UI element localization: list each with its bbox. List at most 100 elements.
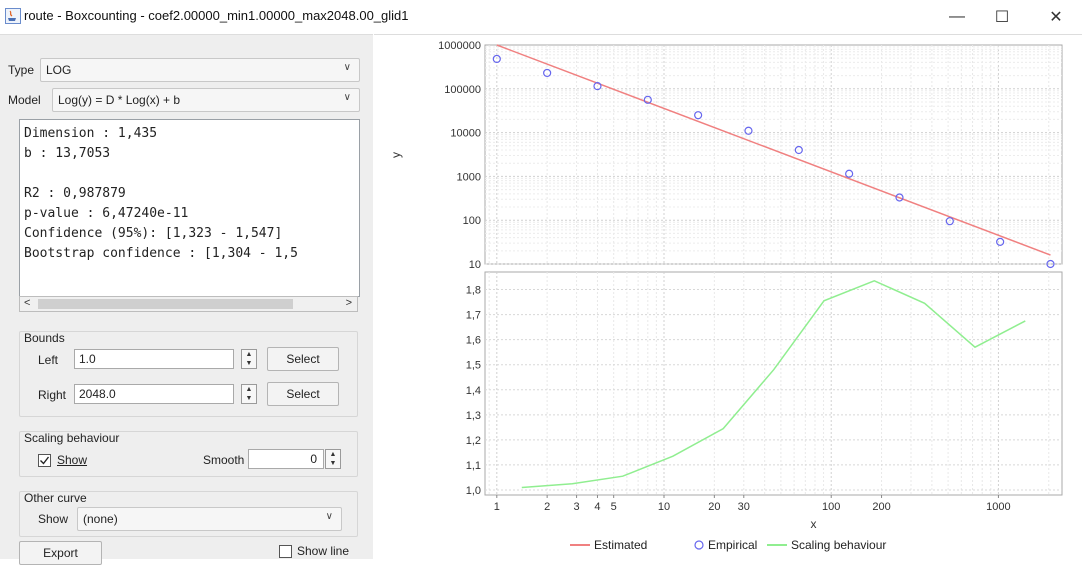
- result-line: Confidence (95%): [1,323 - 1,547]: [24, 226, 283, 241]
- smooth-input[interactable]: 0: [248, 449, 324, 469]
- empirical-point: [694, 111, 703, 120]
- top-plot-frame: [484, 44, 1063, 265]
- empirical-point: [543, 68, 552, 78]
- smooth-label: Smooth: [203, 453, 245, 467]
- x-tick-label: 20: [708, 501, 720, 513]
- x-tick-label: 10: [658, 501, 670, 513]
- result-line: Dimension : 1,435: [24, 126, 158, 141]
- top-y-axis-label: y: [389, 152, 403, 158]
- right-bound-spinner[interactable]: ▲ ▼: [241, 384, 257, 404]
- x-tick-label: 30: [738, 501, 750, 513]
- top-y-tick-label: 1000000: [438, 40, 481, 52]
- right-bound-value: 2048.0: [79, 387, 116, 401]
- empirical-point: [996, 237, 1005, 246]
- x-tick-label: 1: [494, 501, 500, 513]
- chart-canvas: 1000000 100000 10000 1000 100 10 y 1,8 1,7 1,6 1,5…: [389, 40, 1063, 552]
- scaling-behaviour-line: [521, 279, 1026, 489]
- bottom-y-tick-label: 1,4: [466, 385, 481, 397]
- empirical-point: [593, 82, 602, 91]
- bounds-title: Bounds: [24, 331, 65, 345]
- empirical-point: [945, 217, 954, 226]
- x-tick-label: 5: [611, 501, 617, 513]
- type-select[interactable]: LOG ∨: [40, 58, 360, 82]
- top-y-tick-label: 10000: [450, 128, 481, 140]
- bottom-y-tick-label: 1,8: [466, 285, 481, 297]
- other-curve-show-label: Show: [38, 512, 69, 526]
- scroll-left-icon[interactable]: <: [24, 297, 31, 309]
- show-line-label: Show line: [297, 544, 350, 558]
- right-bound-input[interactable]: 2048.0: [74, 384, 234, 404]
- empirical-point: [1046, 259, 1055, 269]
- chevron-down-icon: ∨: [343, 62, 351, 73]
- scaling-title: Scaling behaviour: [24, 431, 120, 445]
- estimated-line: [496, 44, 1051, 256]
- smooth-spinner[interactable]: ▲ ▼: [325, 449, 341, 469]
- bottom-y-tick-label: 1,5: [466, 360, 481, 372]
- smooth-value: 0: [310, 452, 317, 466]
- x-tick-label: 4: [594, 501, 600, 513]
- result-line: b : 13,7053: [24, 146, 111, 161]
- java-app-icon: [5, 8, 21, 24]
- close-button[interactable]: ✕: [1049, 9, 1063, 26]
- empirical-point: [845, 169, 854, 178]
- chevron-down-icon: ∨: [343, 92, 351, 103]
- other-curve-value: (none): [83, 512, 118, 526]
- x-tick-label: 1000: [986, 501, 1010, 513]
- bottom-y-tick-label: 1,0: [466, 485, 481, 497]
- results-horizontal-scrollbar[interactable]: < >: [19, 296, 358, 312]
- x-tick-label: 200: [872, 501, 890, 513]
- model-value: Log(y) = D * Log(x) + b: [58, 93, 181, 107]
- left-bound-label: Left: [38, 353, 59, 367]
- x-tick-label: 2: [544, 501, 550, 513]
- top-y-tick-label: 100: [463, 215, 481, 227]
- chart-area: 1000000 100000 10000 1000 100 10 y 1,8 1,7 1,6 1,5…: [374, 34, 1082, 559]
- result-line: p-value : 6,47240e-11: [24, 206, 189, 221]
- export-button[interactable]: Export: [19, 541, 102, 565]
- select-right-button[interactable]: Select: [267, 382, 339, 406]
- bottom-y-tick-label: 1,1: [466, 460, 481, 472]
- bounds-group: Bounds: [19, 331, 358, 417]
- title-bar: route - Boxcounting - coef2.00000_min1.0…: [0, 0, 1082, 34]
- model-label: Model: [8, 93, 41, 107]
- left-bound-input[interactable]: 1.0: [74, 349, 234, 369]
- left-bound-spinner[interactable]: ▲ ▼: [241, 349, 257, 369]
- empirical-point: [492, 54, 501, 64]
- result-line: R2 : 0,987879: [24, 186, 126, 201]
- scaling-behaviour-group: Scaling behaviour: [19, 431, 358, 477]
- empirical-point: [643, 95, 652, 104]
- legend-empirical-label: Empirical: [708, 538, 757, 552]
- show-line-checkbox[interactable]: [279, 545, 292, 558]
- show-scaling-checkbox[interactable]: [38, 454, 51, 467]
- x-axis-label: x: [811, 517, 817, 531]
- right-bound-label: Right: [38, 388, 67, 402]
- top-y-tick-label: 100000: [444, 84, 481, 96]
- minimize-button[interactable]: —: [949, 8, 965, 25]
- model-select[interactable]: Log(y) = D * Log(x) + b ∨: [52, 88, 360, 112]
- type-value: LOG: [46, 63, 72, 77]
- bottom-plot-frame: [484, 271, 1063, 496]
- window-title: route - Boxcounting - coef2.00000_min1.0…: [24, 8, 409, 23]
- x-tick-label: 3: [574, 501, 580, 513]
- checkmark-icon: [40, 456, 50, 465]
- bottom-y-tick-label: 1,3: [466, 410, 481, 422]
- legend-estimated-label: Estimated: [594, 538, 647, 552]
- empirical-point: [744, 126, 753, 135]
- top-y-tick-label: 10: [469, 259, 481, 271]
- scrollbar-thumb[interactable]: [38, 299, 293, 309]
- other-curve-title: Other curve: [24, 491, 87, 505]
- x-tick-label: 100: [822, 501, 840, 513]
- legend-empirical-swatch: [694, 540, 704, 550]
- select-left-button[interactable]: Select: [267, 347, 339, 371]
- empirical-point: [895, 193, 904, 202]
- show-scaling-label[interactable]: Show: [57, 453, 88, 467]
- other-curve-select[interactable]: (none) ∨: [77, 507, 342, 531]
- control-panel: Type LOG ∨ Model Log(y) = D * Log(x) + b…: [0, 34, 373, 565]
- legend-scaling-label: Scaling behaviour: [791, 538, 886, 552]
- other-curve-group: Other curve: [19, 491, 358, 537]
- left-bound-value: 1.0: [79, 352, 96, 366]
- maximize-button[interactable]: ☐: [994, 9, 1010, 26]
- top-y-tick-label: 1000: [457, 171, 481, 183]
- type-label: Type: [8, 63, 35, 77]
- scroll-right-icon[interactable]: >: [345, 297, 352, 309]
- results-text-area[interactable]: Dimension : 1,435 b : 13,7053 R2 : 0,987…: [19, 119, 360, 297]
